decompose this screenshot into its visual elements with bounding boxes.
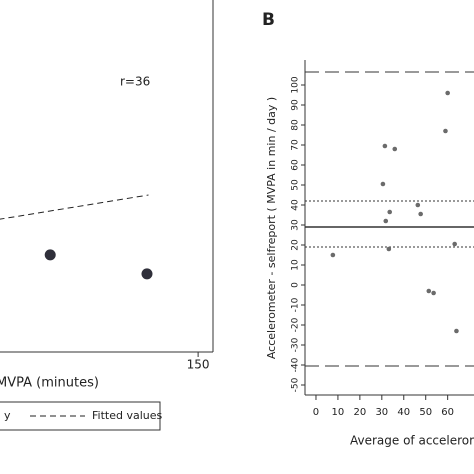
y-tick-label: 80 — [291, 119, 301, 131]
point — [418, 211, 423, 217]
x-tick-label: 50 — [419, 407, 432, 418]
y-tick-label: 20 — [291, 239, 301, 251]
point — [383, 218, 389, 224]
x-tick-label: 150 — [187, 358, 210, 372]
point — [141, 268, 153, 280]
y-tick-label: 50 — [291, 179, 301, 191]
point — [330, 252, 336, 258]
x-tick-label: 10 — [332, 407, 345, 418]
point — [386, 246, 392, 252]
y-tick-label: -50 — [291, 377, 301, 392]
point — [392, 146, 398, 152]
x-tick-label: 40 — [397, 407, 410, 418]
panel-label: B — [262, 10, 275, 30]
plot-area — [0, 194, 153, 280]
legend-label: Fitted values — [92, 409, 163, 422]
plot-area — [305, 71, 474, 367]
y-tick-label: 0 — [291, 282, 301, 288]
y-tick-label: 100 — [291, 76, 301, 93]
y-tick-label: -10 — [291, 297, 301, 312]
point — [415, 202, 421, 208]
x-tick-label: 30 — [375, 407, 388, 418]
point — [426, 288, 432, 294]
x-tick-label: 20 — [354, 407, 367, 418]
point — [452, 241, 457, 247]
point — [445, 90, 450, 96]
x-tick-label: 0 — [313, 407, 319, 418]
y-tick-label: 40 — [291, 199, 301, 211]
y-tick-label: 70 — [291, 139, 301, 151]
y-tick-label: 10 — [291, 259, 301, 271]
y-tick-label: -40 — [291, 357, 301, 372]
y-tick-label: -20 — [291, 317, 301, 332]
point — [443, 128, 448, 134]
annotation: r=36 — [120, 75, 150, 89]
x-axis-label: MVPA (minutes) — [0, 376, 99, 391]
point — [380, 181, 386, 187]
y-axis-label: Accelerometer - selfreport ( MVPA in min… — [265, 97, 278, 359]
fit-line — [0, 194, 149, 220]
point — [431, 290, 436, 296]
y-tick-label: 30 — [291, 219, 301, 231]
x-axis-label: Average of accelerom — [350, 434, 474, 448]
legend-label: y — [4, 409, 11, 422]
y-tick-label: 60 — [291, 159, 301, 171]
y-tick-label: 90 — [291, 99, 301, 111]
x-tick-label: 60 — [441, 407, 454, 418]
point — [382, 143, 388, 149]
y-tick-label: -30 — [291, 337, 301, 352]
point — [387, 209, 393, 215]
legend — [0, 401, 161, 431]
point — [454, 328, 459, 334]
point — [44, 249, 56, 261]
